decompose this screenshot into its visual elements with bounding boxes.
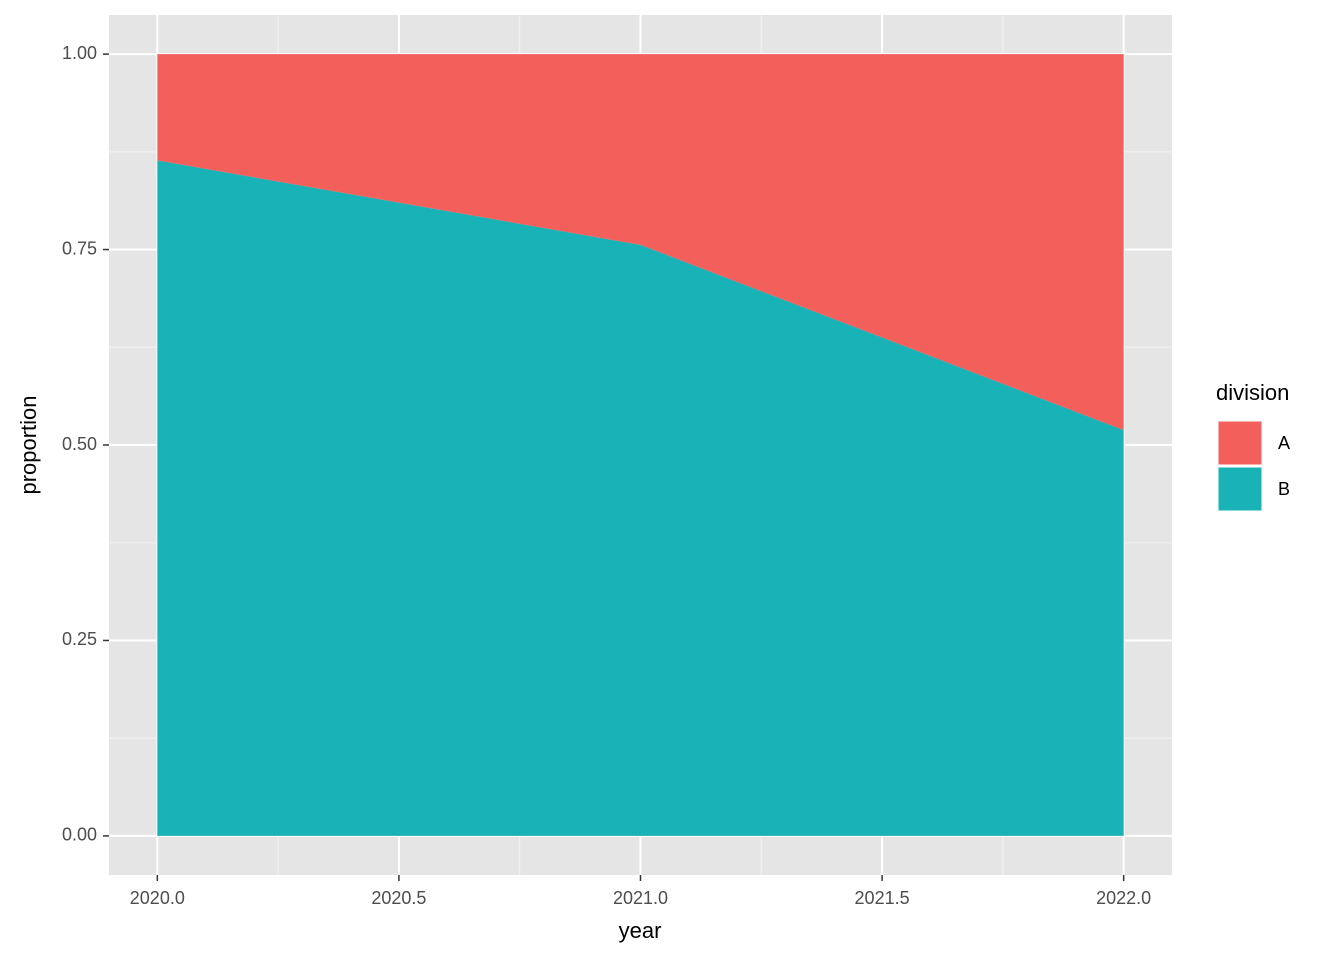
- y-tick-label: 0.50: [62, 434, 97, 454]
- legend-title: division: [1216, 380, 1289, 405]
- y-axis-title: proportion: [16, 395, 41, 494]
- x-tick-label: 2020.0: [130, 888, 185, 908]
- y-tick-label: 0.00: [62, 825, 97, 845]
- legend-label: B: [1278, 479, 1290, 499]
- x-tick-label: 2021.0: [613, 888, 668, 908]
- area: [157, 160, 1124, 836]
- legend-label: A: [1278, 433, 1290, 453]
- legend-key: [1217, 466, 1263, 512]
- x-tick-label: 2020.5: [371, 888, 426, 908]
- y-tick-label: 0.25: [62, 629, 97, 649]
- x-tick-label: 2022.0: [1096, 888, 1151, 908]
- legend-key: [1217, 420, 1263, 466]
- x-axis-title: year: [619, 918, 662, 943]
- y-tick-label: 0.75: [62, 238, 97, 258]
- x-tick-label: 2021.5: [855, 888, 910, 908]
- area: [157, 54, 1124, 431]
- y-tick-label: 1.00: [62, 43, 97, 63]
